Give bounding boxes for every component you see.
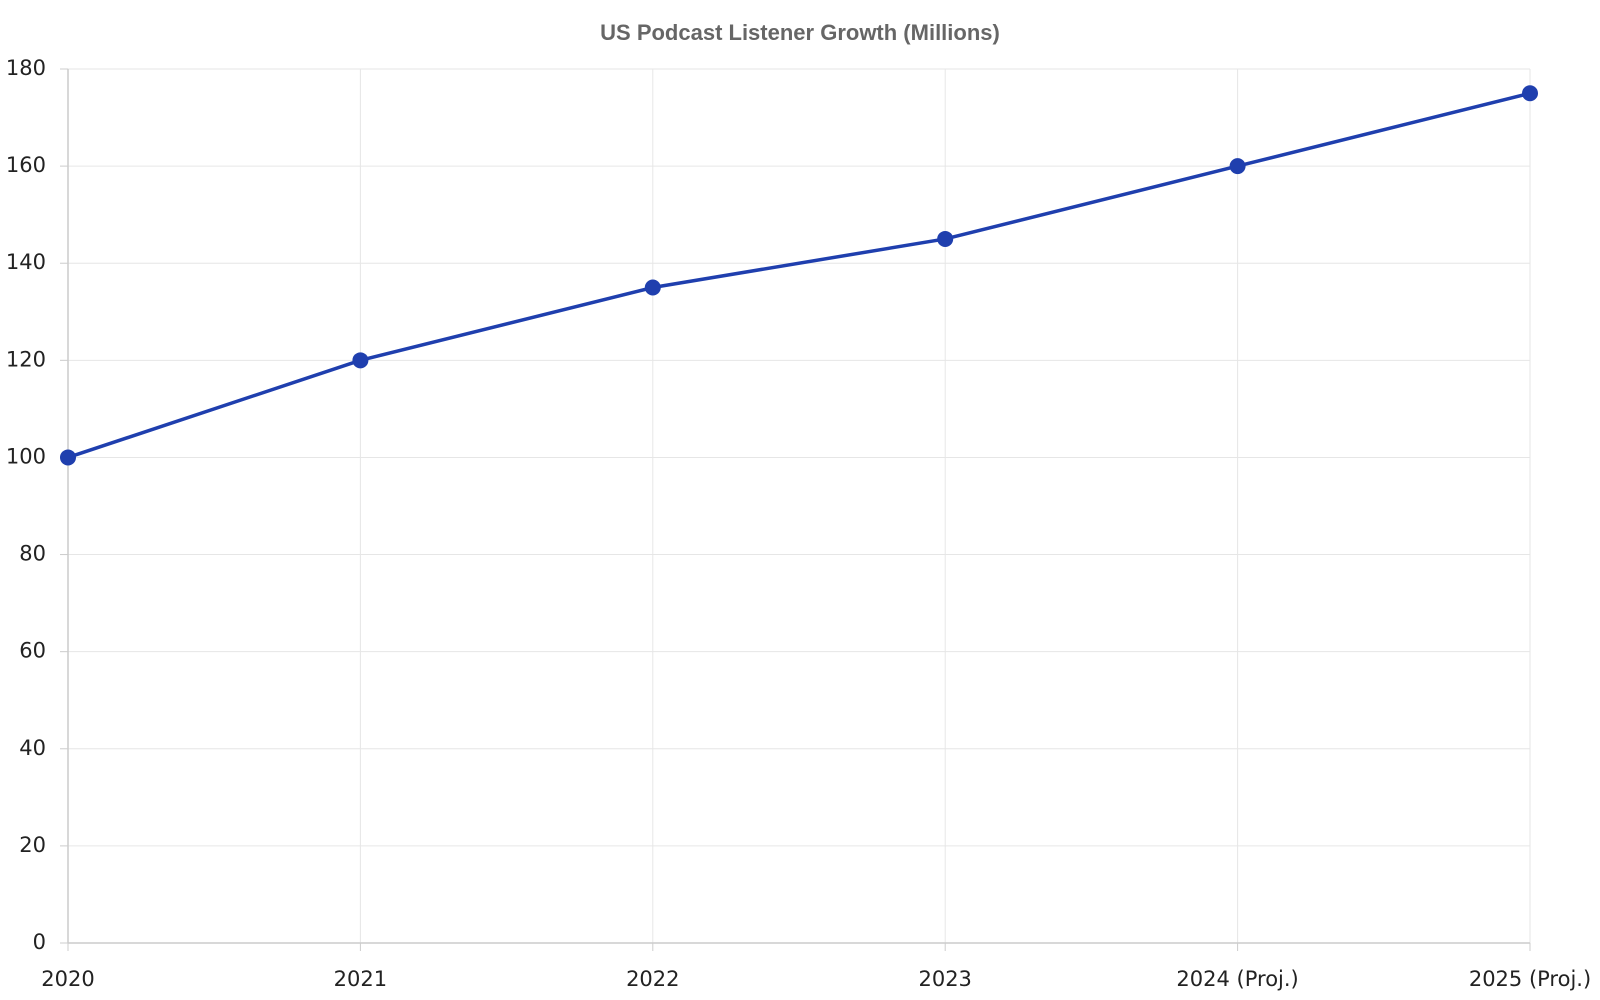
y-tick-label: 140	[6, 250, 46, 274]
point	[1522, 85, 1538, 102]
y-tick-label: 80	[19, 542, 46, 566]
y-tick-label: 120	[6, 347, 46, 371]
y-tick-label: 100	[6, 444, 46, 468]
x-tick-label: 2022	[626, 967, 679, 991]
x-tick-label: 2025 (Proj.)	[1469, 967, 1591, 991]
point	[644, 279, 661, 296]
y-tick-label: 0	[33, 930, 46, 954]
point	[1229, 158, 1246, 175]
y-tick-label: 160	[6, 153, 46, 177]
chart-title: US Podcast Listener Growth (Millions)	[600, 20, 1000, 45]
x-tick-label: 2021	[334, 967, 387, 991]
x-tick-label: 2020	[41, 967, 94, 991]
y-tick-label: 60	[19, 639, 46, 663]
point	[937, 230, 954, 247]
point	[60, 449, 76, 466]
x-tick-label: 2023	[918, 967, 971, 991]
x-tick-label: 2024 (Proj.)	[1176, 967, 1298, 991]
y-tick-label: 180	[6, 56, 46, 80]
y-tick-label: 20	[19, 833, 46, 857]
y-tick-label: 40	[19, 736, 46, 760]
line	[67, 91, 1531, 460]
point	[352, 352, 369, 369]
